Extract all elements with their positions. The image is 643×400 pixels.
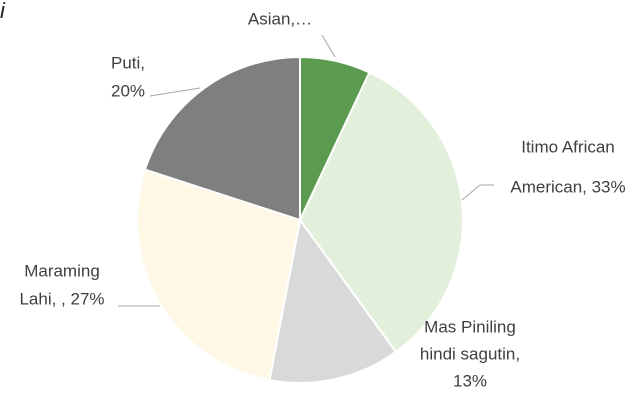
- data-label: Mas Piniling: [424, 317, 516, 336]
- data-label: American, 33%: [510, 177, 625, 196]
- data-label: Maraming: [24, 261, 100, 280]
- data-label: Asian,…: [248, 9, 312, 28]
- pie-slice: [268, 217, 398, 384]
- data-label: Lahi, , 27%: [19, 289, 104, 308]
- leader-line: [321, 34, 336, 58]
- data-label: 13%: [453, 371, 487, 390]
- leader-line: [461, 184, 494, 201]
- chart-title: i: [0, 0, 6, 23]
- data-label: hindi sagutin,: [420, 344, 520, 363]
- leader-line: [149, 87, 201, 97]
- data-label: Itimo African: [521, 137, 615, 156]
- pie-slice: [136, 168, 302, 382]
- pie-slice: [143, 55, 301, 222]
- data-label: 20%: [111, 81, 145, 100]
- data-label: Puti,: [111, 53, 145, 72]
- pie-slice: [298, 71, 464, 354]
